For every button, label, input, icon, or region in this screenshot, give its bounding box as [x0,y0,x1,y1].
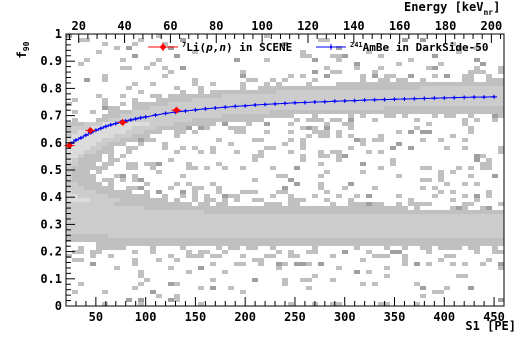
darkside-point [491,94,498,99]
x-axis-title: S1 [PE] [465,319,516,333]
x-tick-label: 450 [483,310,505,324]
y-tick-label: 0.3 [40,217,62,231]
darkside-point [97,126,104,131]
legend-entry-darkside: 241AmBe in DarkSide-50 [316,41,489,54]
x2-tick-label: 60 [163,19,177,33]
darkside-point [441,95,448,100]
y-tick-label: 0.6 [40,136,62,150]
y-tick-label: 0.7 [40,109,62,123]
x-tick-label: 100 [135,310,157,324]
darkside-point [351,98,358,103]
axes-layer: 50 100 150 200 250 300 350 400 450 0 0.1 0.2 0.3 0.4 0… [15,0,516,333]
x-tick-label: 350 [384,310,406,324]
y-tick-label: 0.1 [40,272,62,286]
darkside-point [311,100,318,104]
x-tick-label: 300 [334,310,356,324]
y-tick-label: 0.8 [40,81,62,95]
legend-label-darkside: 241AmBe in DarkSide-50 [350,41,489,54]
darkside-point [431,96,438,101]
darkside-point [242,103,249,108]
background-histogram [66,34,504,306]
darkside-point [137,115,144,120]
darkside-point [107,122,114,127]
x2-axis-title: Energy [keVnr] [404,0,500,17]
darkside-point [282,101,288,106]
darkside-point [252,102,259,107]
darkside-point [162,111,169,116]
x2-tick-label: 180 [435,19,457,33]
x2-tick-label: 140 [343,19,365,33]
darkside-point [321,99,328,104]
darkside-point [331,99,338,104]
x2-tick-label: 100 [251,19,273,33]
darkside-point [361,98,368,103]
darkside-point [411,96,418,101]
darkside-point [77,135,84,140]
darkside-point [182,108,189,113]
x2-tick-label: 200 [481,19,503,33]
darkside-point [341,98,348,103]
darkside-point [112,121,119,126]
x2-tick-label: 160 [389,19,411,33]
darkside-point [192,107,199,112]
x-tick-label: 150 [185,310,207,324]
x2-tick-label: 20 [71,19,85,33]
darkside-point [262,102,269,107]
x-tick-label: 400 [433,310,455,324]
darkside-point [391,97,398,102]
y-tick-label: 0.2 [40,245,62,259]
scene-point [117,118,128,126]
darkside-point [152,113,159,118]
y-tick-label: 1 [55,27,62,41]
y-tick-label: 0.9 [40,54,62,68]
darkside-point [381,97,388,102]
darkside-point [401,97,408,102]
y-tick-label: 0.4 [40,190,62,204]
legend: 7Li(p,n) in SCENE 241AmBe in DarkSide-50 [148,41,489,54]
scene-point [85,127,96,135]
series-layer [64,94,498,150]
scene-point [171,106,182,114]
darkside-point [291,100,298,105]
x2-tick-label: 120 [297,19,319,33]
darkside-point [471,95,478,100]
darkside-point [102,124,109,129]
x2-tick-label: 40 [117,19,131,33]
darkside-point [461,95,468,100]
darkside-point [451,95,458,100]
x-tick-label: 250 [284,310,306,324]
darkside-point [421,96,428,101]
y-axis-title: f90 [15,41,31,58]
x-tick-label: 50 [89,310,103,324]
darkside-point [82,133,89,138]
darkside-point [222,105,229,110]
darkside-point [272,101,279,106]
darkside-point [371,97,378,102]
x2-tick-label: 80 [209,19,223,33]
darkside-point [481,95,488,100]
darkside-point [72,138,79,143]
darkside-point [202,106,209,111]
y-tick-label: 0 [55,299,62,313]
darkside-point [142,114,149,119]
legend-label-scene: 7Li(p,n) in SCENE [182,41,292,54]
darkside-point [212,105,219,110]
darkside-point [127,117,134,122]
y-tick-label: 0.5 [40,163,62,177]
x-tick-label: 200 [234,310,256,324]
legend-entry-scene: 7Li(p,n) in SCENE [148,41,292,54]
darkside-point [132,116,139,121]
darkside-point [232,104,239,109]
darkside-point [301,100,308,105]
